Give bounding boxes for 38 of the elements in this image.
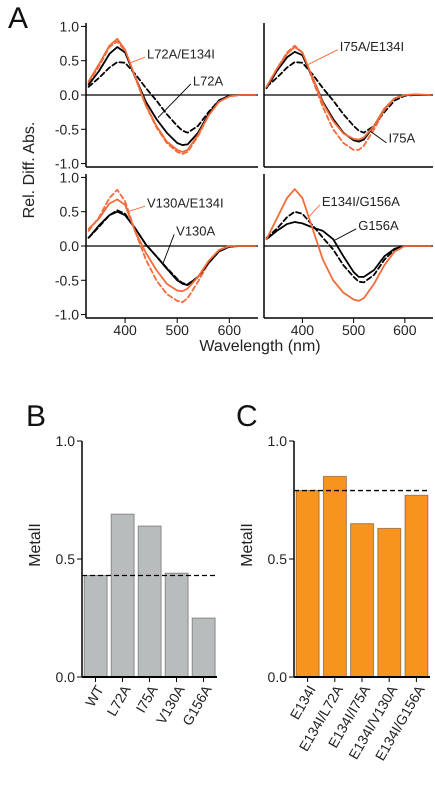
y-axis-title: MetalI — [27, 523, 45, 567]
chart-title: A — [8, 2, 28, 36]
text: I75A/E134I — [340, 39, 404, 54]
x-tick-label: 500 — [342, 322, 366, 338]
x-tick-label: 400 — [290, 322, 314, 338]
y-tick-label: 0.0 — [60, 86, 80, 103]
y-tick-label: 1.0 — [56, 432, 76, 449]
legend-label: G156A — [358, 218, 400, 234]
x-axis-title: Wavelength (nm) — [199, 338, 321, 356]
y-tick-label: 0.5 — [56, 550, 76, 567]
chart-title: C — [236, 400, 258, 434]
x-tick-label: 600 — [393, 322, 417, 338]
y-tick-label: 0.0 — [268, 668, 288, 685]
y-tick-label: -0.5 — [54, 272, 80, 288]
y-tick-label: 0.0 — [56, 668, 76, 685]
y-tick-label: 1.0 — [268, 432, 288, 449]
series-label: E134I/G156A — [322, 194, 400, 210]
series-label: L72A — [192, 73, 224, 88]
y-tick-label: 0.5 — [60, 52, 80, 69]
x-tick-label: WT — [82, 682, 107, 710]
y-tick-label: -0.5 — [54, 121, 80, 138]
chart-title: B — [26, 400, 46, 434]
y-tick-label: 1.0 — [60, 18, 80, 34]
y-tick-label: 0.5 — [60, 204, 80, 220]
y-tick-label: -1.0 — [54, 306, 80, 323]
x-tick-label: 500 — [166, 322, 190, 338]
legend-label: V130A/E134I — [146, 196, 224, 211]
legend-label: L72A/E134I — [146, 46, 215, 62]
y-axis-title: MetalI — [239, 523, 257, 567]
legend-label: I75A — [388, 130, 416, 146]
series-label: V130A — [176, 224, 216, 239]
y-tick-label: 0.5 — [268, 550, 288, 567]
y-tick-label: 1.0 — [60, 169, 80, 186]
y-tick-label: -1.0 — [54, 156, 80, 172]
y-axis-title: Rel. Diff. Abs. — [21, 122, 39, 218]
x-tick-label: 400 — [113, 322, 137, 338]
y-tick-label: 0.0 — [60, 238, 80, 254]
x-tick-label: 600 — [218, 322, 242, 338]
